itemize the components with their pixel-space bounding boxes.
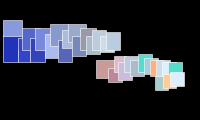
Polygon shape [62,30,80,48]
Polygon shape [124,56,138,72]
Polygon shape [100,36,114,52]
Polygon shape [130,60,144,76]
Polygon shape [3,20,22,36]
Polygon shape [170,72,184,86]
Polygon shape [118,62,132,80]
Polygon shape [155,76,168,90]
Polygon shape [18,38,35,62]
Polygon shape [144,58,158,74]
Polygon shape [163,74,176,88]
Polygon shape [72,36,90,56]
Polygon shape [108,68,122,82]
Polygon shape [162,62,176,78]
Polygon shape [50,24,68,46]
Polygon shape [45,34,62,58]
Polygon shape [35,28,50,50]
Polygon shape [156,60,170,76]
Polygon shape [150,60,164,76]
Polygon shape [114,56,126,72]
Polygon shape [96,60,118,78]
Polygon shape [30,38,45,62]
Polygon shape [92,30,106,50]
Polygon shape [68,24,86,42]
Polygon shape [86,36,100,54]
Polygon shape [58,40,76,62]
Polygon shape [106,32,120,50]
Polygon shape [3,35,22,62]
Polygon shape [22,28,40,50]
Polygon shape [80,28,96,50]
Polygon shape [168,62,182,78]
Polygon shape [138,54,152,72]
